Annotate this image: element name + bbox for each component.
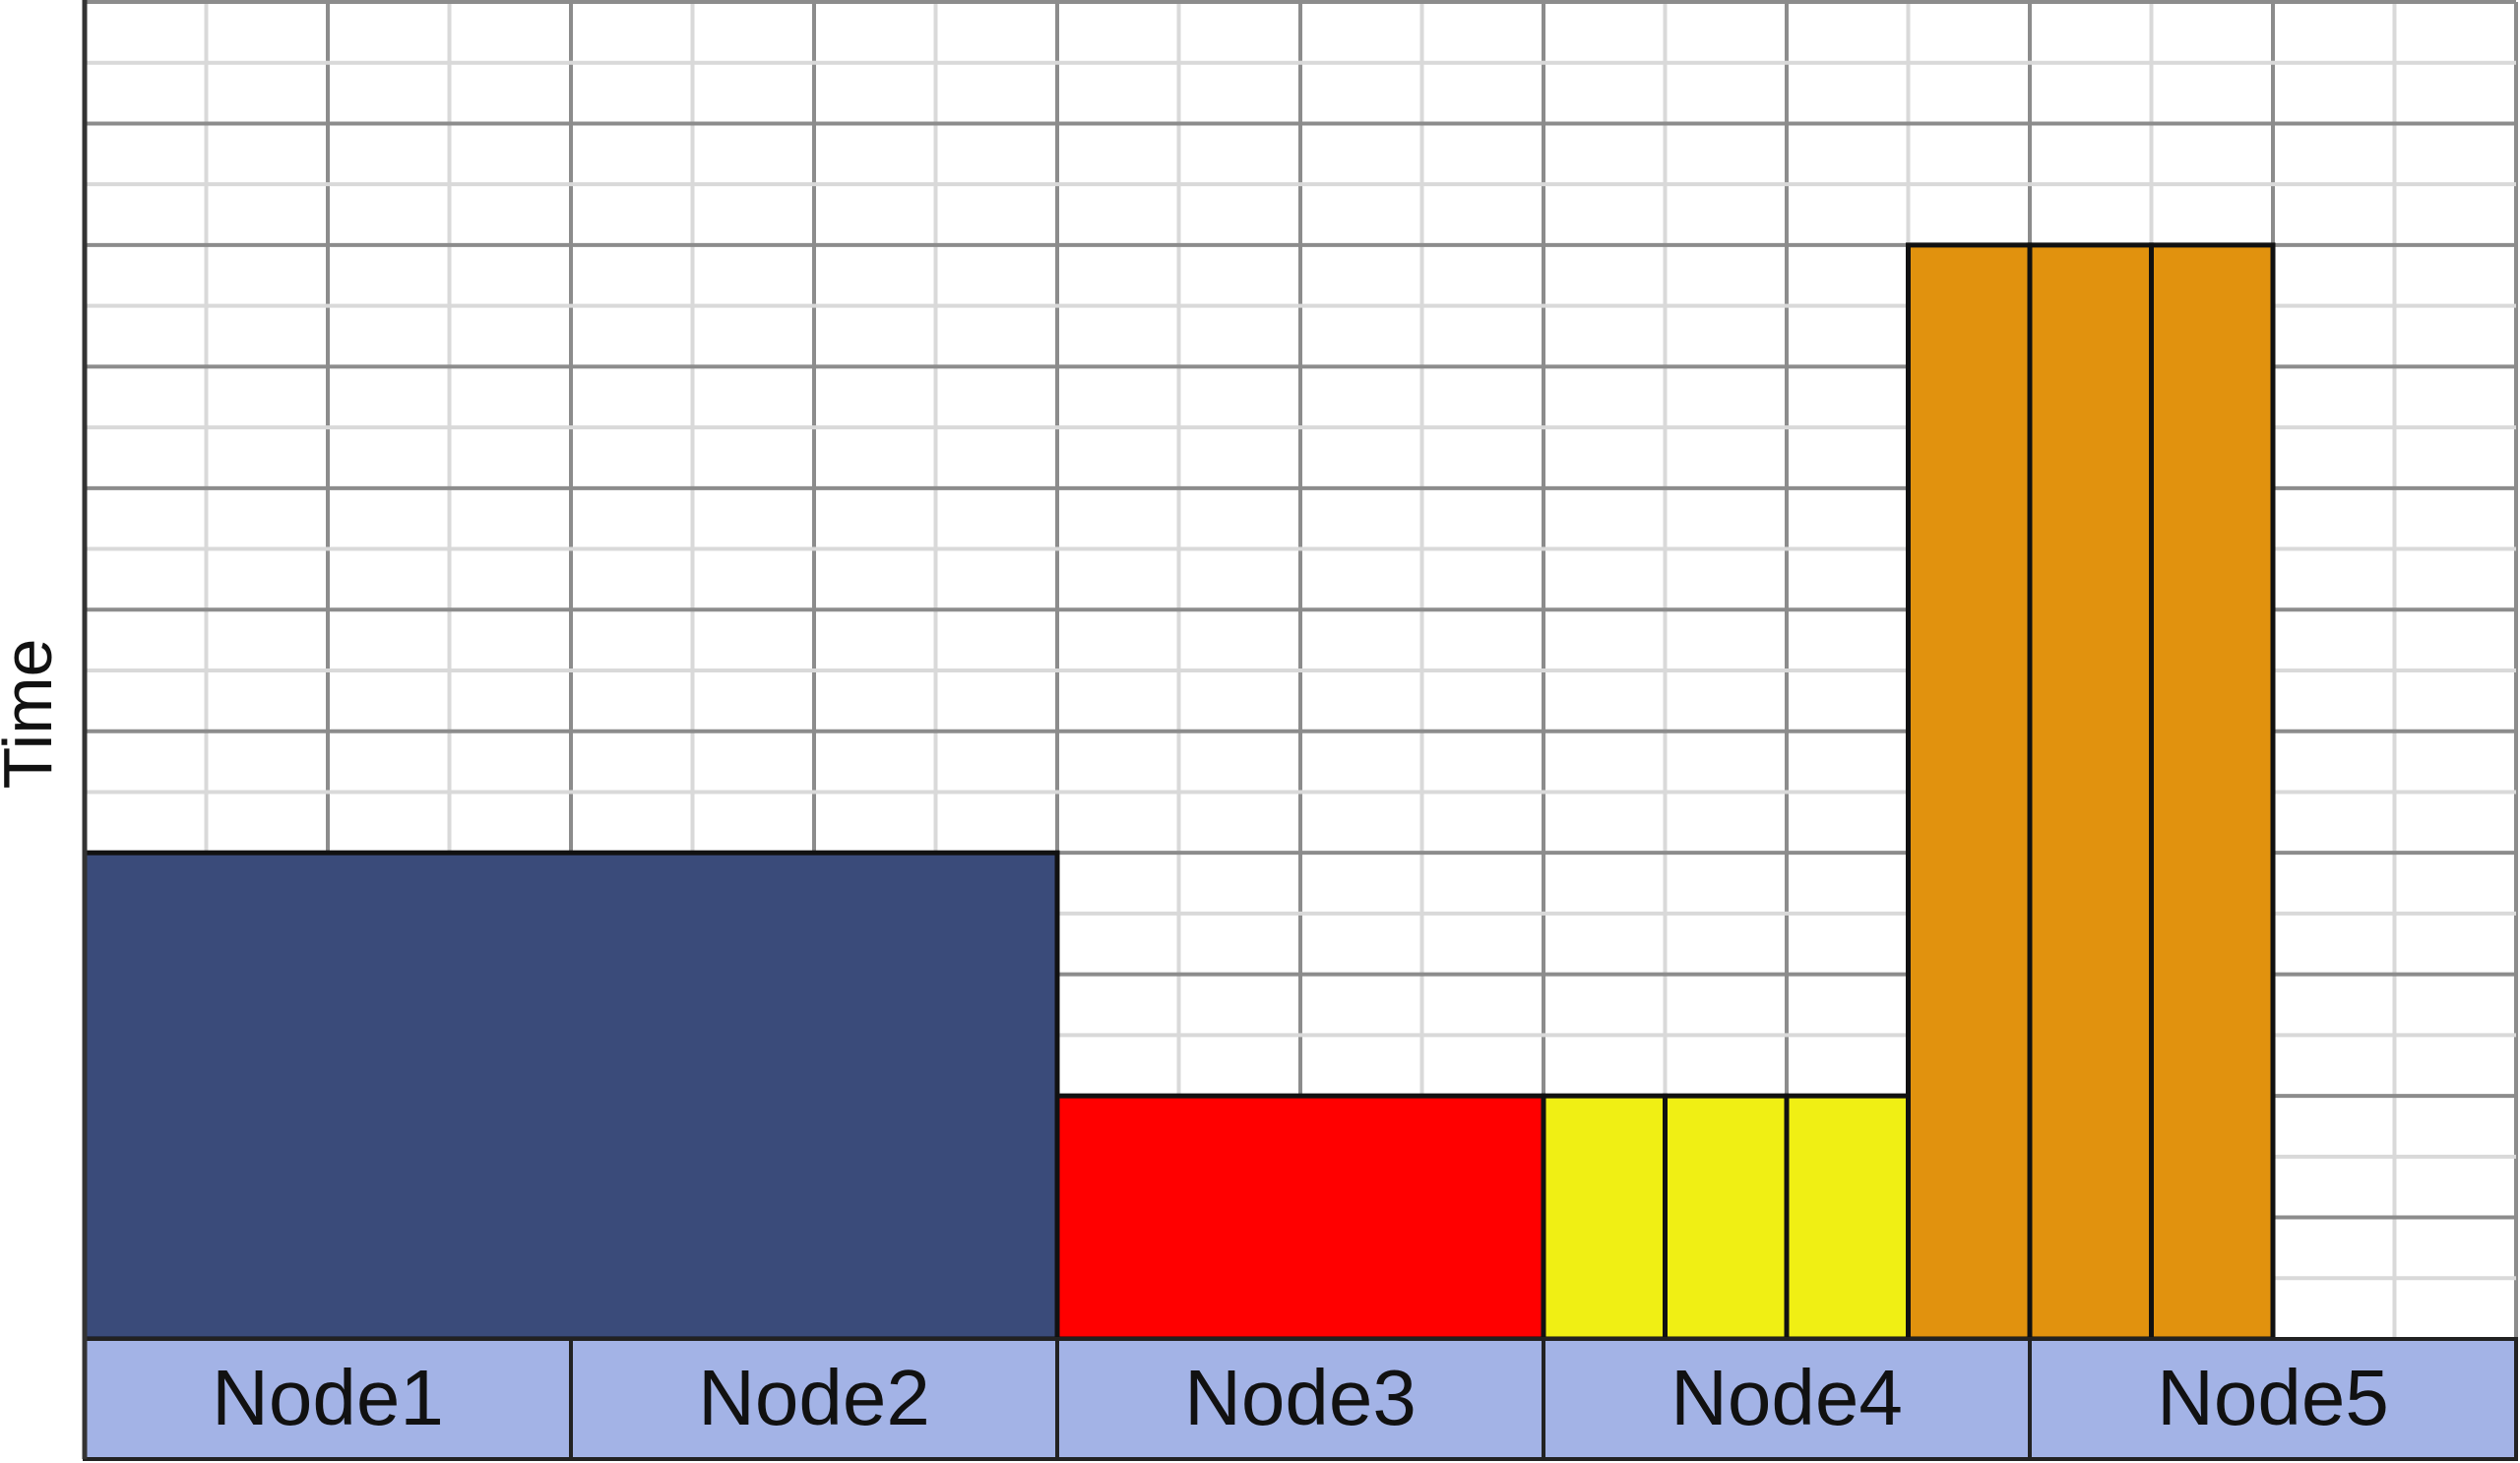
block-yellow-3	[1784, 1093, 1911, 1342]
y-axis-label: Time	[0, 639, 66, 790]
node-label-5: Node5	[2157, 1354, 2389, 1441]
block-red	[1054, 1093, 1546, 1342]
block-navy	[82, 850, 1060, 1342]
node-cell-5	[2028, 1337, 2518, 1461]
node-cell-2	[569, 1337, 1059, 1461]
block-yellow-1	[1541, 1093, 1668, 1342]
block-orange-1	[1906, 242, 2033, 1342]
node-label-3: Node3	[1184, 1354, 1417, 1441]
node-cell-4	[1542, 1337, 2032, 1461]
node-label-1: Node1	[212, 1354, 444, 1441]
block-orange-2	[2027, 242, 2154, 1342]
node-cell-3	[1055, 1337, 1545, 1461]
block-orange-3	[2149, 242, 2276, 1342]
blocks	[82, 242, 2276, 1342]
node-label-4: Node4	[1670, 1354, 1903, 1441]
block-yellow-2	[1663, 1093, 1790, 1342]
node-label-2: Node2	[698, 1354, 930, 1441]
node-cell-1	[83, 1337, 573, 1461]
node-band: Node1 Node2 Node3 Node4 Node5	[83, 1337, 2518, 1461]
